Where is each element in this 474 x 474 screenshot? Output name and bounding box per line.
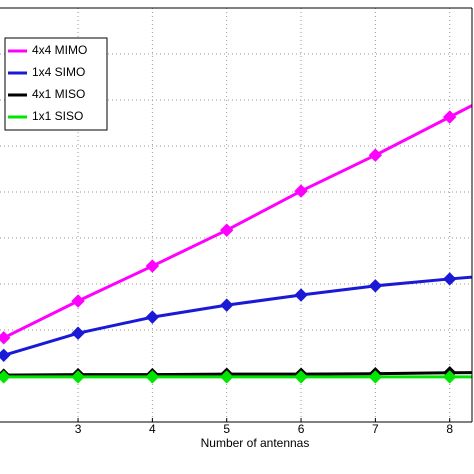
legend-box <box>4 37 108 131</box>
marker <box>442 110 457 124</box>
marker <box>368 279 383 293</box>
marker <box>294 184 308 198</box>
marker <box>220 298 234 312</box>
marker <box>368 370 383 384</box>
x-tick-label: 7 <box>372 422 379 436</box>
marker <box>294 370 308 384</box>
marker <box>71 370 85 384</box>
marker <box>145 370 160 384</box>
marker <box>220 223 234 237</box>
marker <box>71 294 85 308</box>
x-tick-label: 5 <box>223 422 230 436</box>
marker <box>71 326 85 340</box>
legend-label: 4x4 MIMO <box>32 43 87 57</box>
x-axis-label: Number of antennas <box>201 436 310 450</box>
marker <box>0 370 11 384</box>
series-line <box>3 371 472 377</box>
legend-label: 4x1 MISO <box>32 87 85 101</box>
legend-label: 1x4 SIMO <box>32 65 85 79</box>
x-tick-label: 6 <box>298 422 305 436</box>
marker <box>145 259 160 273</box>
x-tick-label: 8 <box>446 422 453 436</box>
marker <box>442 272 457 286</box>
marker <box>220 370 234 384</box>
marker <box>442 370 457 384</box>
x-tick-label: 4 <box>149 422 156 436</box>
series-line <box>3 103 472 340</box>
marker <box>368 148 383 162</box>
marker <box>145 310 160 324</box>
marker <box>0 331 11 345</box>
marker <box>0 348 11 363</box>
series-line <box>3 275 472 357</box>
marker <box>294 288 308 302</box>
legend-label: 1x1 SISO <box>32 109 83 123</box>
x-tick-label: 3 <box>75 422 82 436</box>
